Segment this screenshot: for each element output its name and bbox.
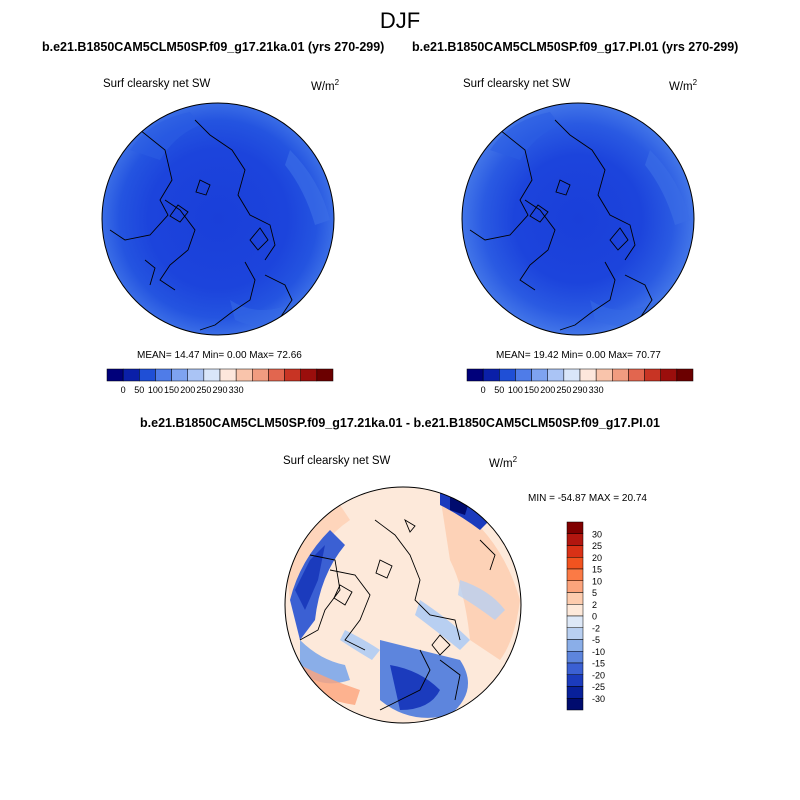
panel1-colorbar-tick-label: 200 bbox=[180, 385, 195, 395]
panel2-colorbar-swatch bbox=[595, 368, 613, 382]
difference-colorbar-swatch bbox=[566, 592, 584, 605]
panel2-colorbar-swatch bbox=[499, 368, 516, 382]
panel2-colorbar-swatch bbox=[466, 368, 484, 382]
panel1-colorbar-swatch bbox=[106, 368, 124, 382]
panel2-colorbar-tick-label: 250 bbox=[556, 385, 571, 395]
difference-colorbar-swatch bbox=[566, 674, 584, 687]
difference-coastlines bbox=[299, 518, 496, 711]
panel2-colorbar-swatch bbox=[660, 368, 678, 382]
panel1-case-title: b.e21.B1850CAM5CLM50SP.f09_g17.21ka.01 (… bbox=[42, 40, 385, 54]
panel1-colorbar-tick-label: 50 bbox=[134, 385, 144, 395]
panel1-colorbar-swatch bbox=[187, 368, 205, 382]
panel2-colorbar-swatch bbox=[563, 368, 581, 382]
difference-colorbar-tick-label: 30 bbox=[592, 529, 602, 539]
difference-colorbar-swatch bbox=[566, 580, 584, 593]
panel1-colorbar-swatch bbox=[316, 368, 334, 382]
difference-colorbar-tick-label: -5 bbox=[592, 635, 600, 645]
panel2-colorbar-tick-label: 330 bbox=[589, 385, 604, 395]
panel2-units: W/m2 bbox=[669, 78, 698, 93]
panel1-colorbar-swatch bbox=[284, 368, 301, 382]
panel2-colorbar-swatch bbox=[531, 368, 548, 382]
panel1-colorbar-tick-label: 250 bbox=[196, 385, 211, 395]
panel2-colorbar-swatch bbox=[644, 368, 661, 382]
difference-colorbar-tick-label: 2 bbox=[592, 600, 597, 610]
panel2-polar-map bbox=[461, 102, 695, 336]
panel2-colorbar: 0 50 100 150 200 250 290 330 bbox=[466, 368, 694, 395]
panel2-colorbar-tick-label: 100 bbox=[508, 385, 523, 395]
difference-colorbar-tick-label: 15 bbox=[592, 565, 602, 575]
panel2-colorbar-swatch bbox=[676, 368, 694, 382]
panel2-colorbar-tick-label: 290 bbox=[572, 385, 587, 395]
panel1-colorbar-swatch bbox=[139, 368, 156, 382]
panel1-units: W/m2 bbox=[311, 78, 340, 93]
season-title: DJF bbox=[379, 8, 421, 33]
difference-colorbar-tick-label: -10 bbox=[592, 647, 605, 657]
panel2-colorbar-tick-label: 0 bbox=[481, 385, 486, 395]
difference-colorbar-tick-label: 25 bbox=[592, 541, 602, 551]
panel1-colorbar-swatch bbox=[300, 368, 318, 382]
difference-colorbar-tick-label: -25 bbox=[592, 682, 605, 692]
panel2-colorbar-tick-label: 150 bbox=[524, 385, 539, 395]
panel1-colorbar-tick-label: 100 bbox=[148, 385, 163, 395]
difference-colorbar-swatch bbox=[566, 568, 584, 581]
difference-colorbar-tick-label: 20 bbox=[592, 553, 602, 563]
difference-colorbar-swatch bbox=[566, 627, 584, 640]
panel2-case-title: b.e21.B1850CAM5CLM50SP.f09_g17.PI.01 (yr… bbox=[412, 40, 739, 54]
panel1-colorbar-swatch bbox=[122, 368, 140, 382]
panel1-colorbar-swatch bbox=[219, 368, 237, 382]
difference-minmax: MIN = -54.87 MAX = 20.74 bbox=[528, 493, 647, 504]
difference-colorbar-tick-label: 5 bbox=[592, 588, 597, 598]
difference-colorbar-swatch bbox=[566, 533, 584, 546]
difference-colorbar-swatch bbox=[566, 615, 584, 628]
difference-colorbar-tick-label: -15 bbox=[592, 659, 605, 669]
difference-colorbar-swatch bbox=[566, 662, 584, 675]
difference-colorbar-swatch bbox=[566, 521, 584, 534]
panel1-colorbar-tick-label: 0 bbox=[121, 385, 126, 395]
difference-colorbar-tick-label: -30 bbox=[592, 694, 605, 704]
panel2-colorbar-swatch bbox=[547, 368, 565, 382]
difference-polar-map bbox=[284, 486, 522, 724]
difference-colorbar-swatch bbox=[566, 604, 584, 617]
difference-colorbar-tick-label: 0 bbox=[592, 612, 597, 622]
panel1-colorbar-tick-label: 330 bbox=[229, 385, 244, 395]
panel1-variable-label: Surf clearsky net SW bbox=[103, 78, 211, 90]
difference-colorbar-swatch bbox=[566, 545, 584, 558]
difference-title: b.e21.B1850CAM5CLM50SP.f09_g17.21ka.01 -… bbox=[140, 416, 660, 430]
panel1-colorbar-swatch bbox=[155, 368, 172, 382]
panel2-colorbar-swatch bbox=[628, 368, 645, 382]
panel2-stats: MEAN= 19.42 Min= 0.00 Max= 70.77 bbox=[496, 350, 661, 361]
panel2-colorbar-tick-label: 50 bbox=[494, 385, 504, 395]
panel1-colorbar-swatch bbox=[268, 368, 285, 382]
panel2-variable-label: Surf clearsky net SW bbox=[463, 78, 571, 90]
panel1-colorbar-swatch bbox=[252, 368, 269, 382]
difference-colorbar-swatch bbox=[566, 651, 584, 664]
panel1-colorbar-swatch bbox=[171, 368, 188, 382]
difference-variable-label: Surf clearsky net SW bbox=[283, 455, 391, 467]
panel2-colorbar-swatch bbox=[515, 368, 532, 382]
difference-units: W/m2 bbox=[489, 455, 518, 470]
panel2-colorbar-tick-label: 200 bbox=[540, 385, 555, 395]
panel1-stats: MEAN= 14.47 Min= 0.00 Max= 72.66 bbox=[137, 350, 302, 361]
panel2-colorbar-swatch bbox=[612, 368, 629, 382]
panel1-polar-map bbox=[101, 102, 335, 336]
panel2-coastlines bbox=[469, 119, 653, 331]
panel1-colorbar-swatch bbox=[203, 368, 221, 382]
difference-colorbar-swatch bbox=[566, 698, 584, 711]
difference-colorbar-tick-label: -2 bbox=[592, 623, 600, 633]
difference-colorbar-swatch bbox=[566, 557, 584, 570]
difference-colorbar-tick-label: -20 bbox=[592, 670, 605, 680]
panel1-colorbar-tick-label: 150 bbox=[164, 385, 179, 395]
panel2-colorbar-swatch bbox=[482, 368, 500, 382]
panel1-colorbar: 0 50 100 150 200 250 290 330 bbox=[106, 368, 334, 395]
panel1-coastlines bbox=[109, 119, 293, 331]
difference-colorbar-tick-label: 10 bbox=[592, 576, 602, 586]
difference-colorbar-swatch bbox=[566, 686, 584, 699]
difference-colorbar-swatch bbox=[566, 639, 584, 652]
panel2-colorbar-swatch bbox=[579, 368, 597, 382]
panel1-colorbar-swatch bbox=[235, 368, 253, 382]
panel1-colorbar-tick-label: 290 bbox=[212, 385, 227, 395]
